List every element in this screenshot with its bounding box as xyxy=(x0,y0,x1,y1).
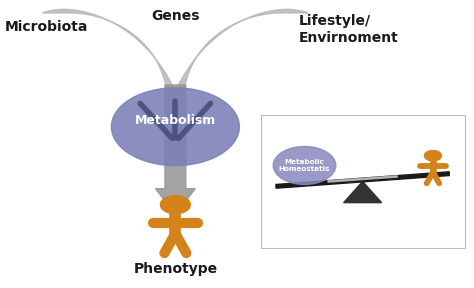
Text: Metabolic
Homeostatis: Metabolic Homeostatis xyxy=(279,159,330,172)
Polygon shape xyxy=(276,172,449,188)
Polygon shape xyxy=(178,10,308,91)
Text: Metabolism: Metabolism xyxy=(135,114,216,127)
Circle shape xyxy=(273,147,336,185)
Text: Lifestyle/
Envirnoment: Lifestyle/ Envirnoment xyxy=(299,14,398,45)
Text: Genes: Genes xyxy=(151,9,200,23)
Circle shape xyxy=(111,88,239,166)
FancyBboxPatch shape xyxy=(261,115,465,248)
Text: Phenotype: Phenotype xyxy=(133,262,218,276)
Polygon shape xyxy=(43,10,173,91)
Polygon shape xyxy=(344,181,382,203)
Circle shape xyxy=(424,150,441,161)
Circle shape xyxy=(160,196,190,214)
Polygon shape xyxy=(155,85,195,215)
Text: Microbiota: Microbiota xyxy=(5,20,88,34)
Polygon shape xyxy=(328,176,397,182)
